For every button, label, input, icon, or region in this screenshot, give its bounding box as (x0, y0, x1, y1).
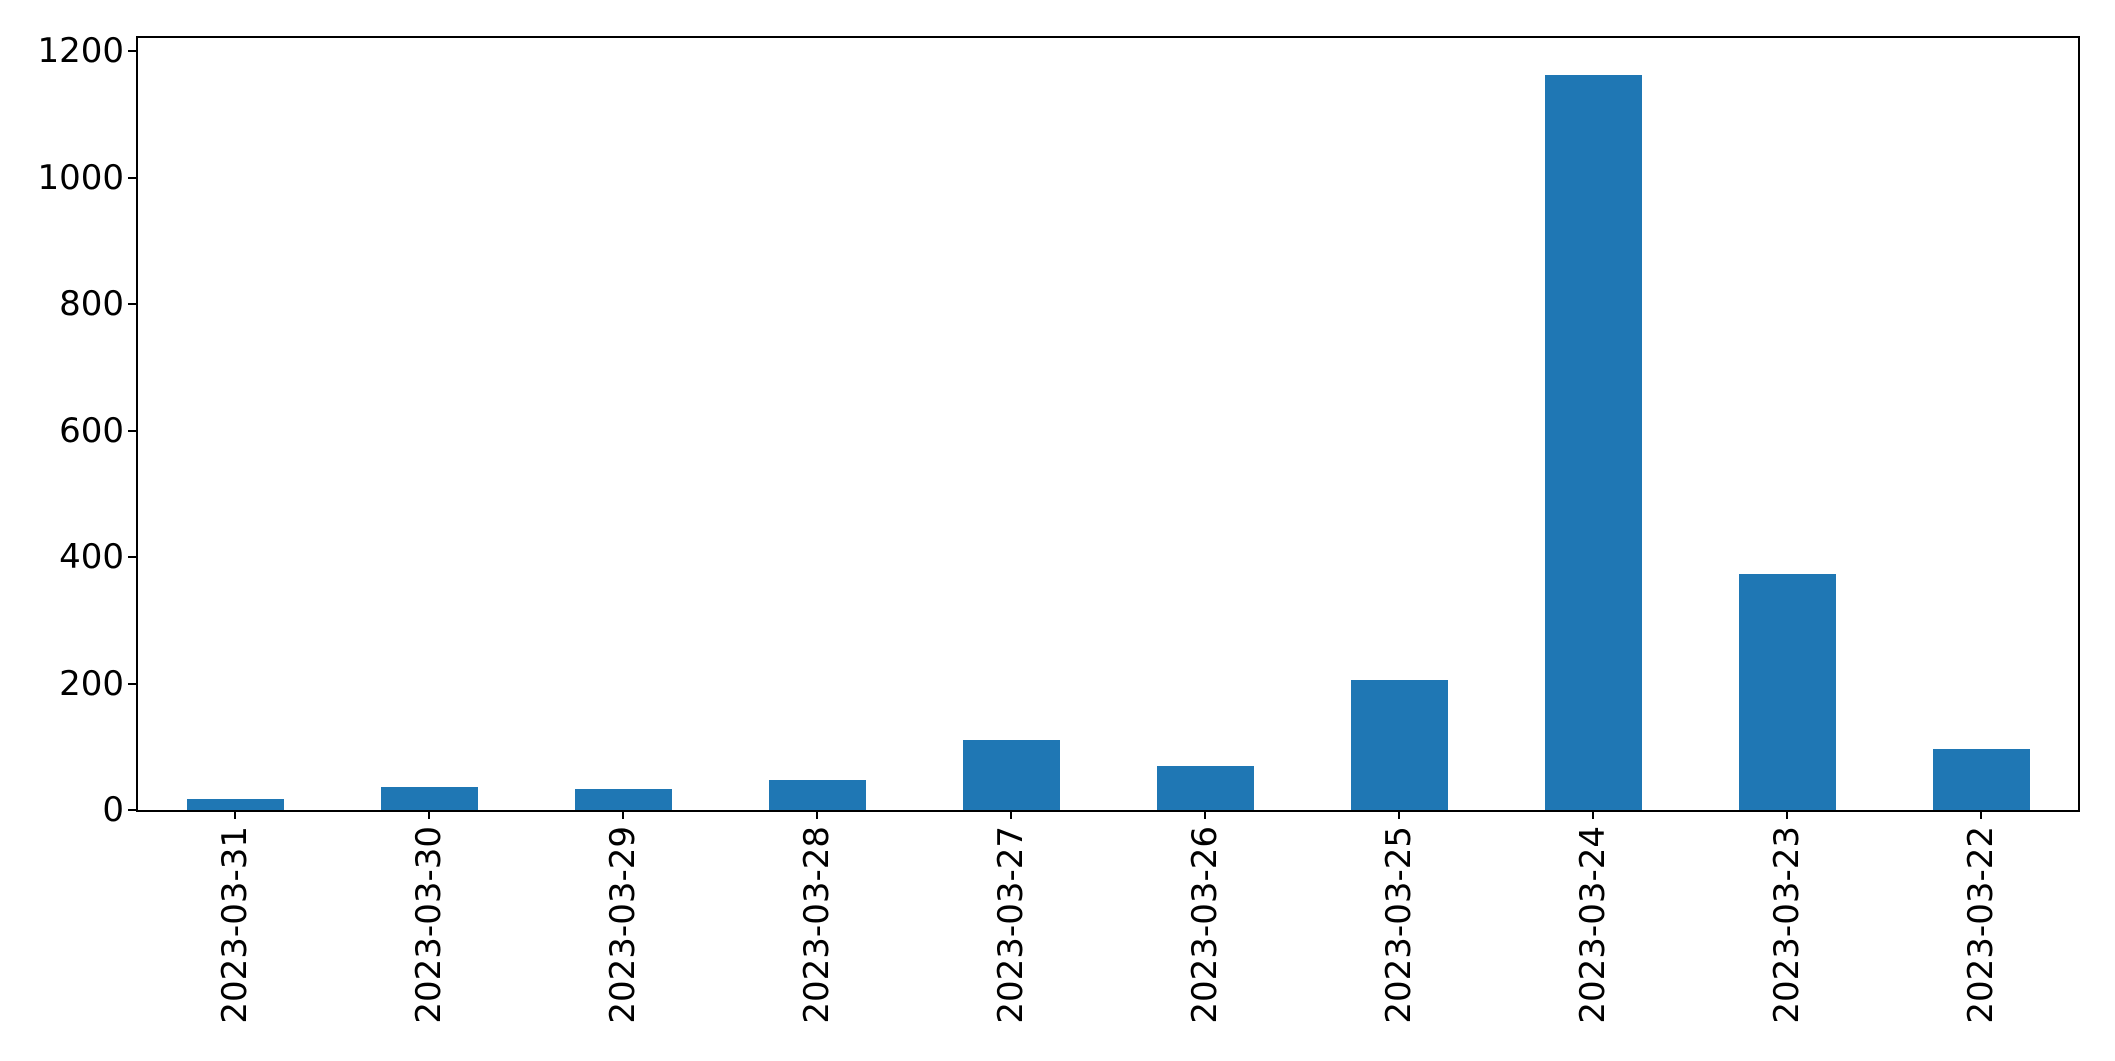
x-tick-label: 2023-03-30 (409, 826, 449, 1024)
x-tick-mark (234, 812, 236, 819)
y-tick-label: 1000 (37, 157, 124, 198)
y-tick-label: 1200 (37, 31, 124, 72)
x-tick-mark (428, 812, 430, 819)
x-tick-label: 2023-03-25 (1379, 826, 1419, 1024)
x-tick-mark (1980, 812, 1982, 819)
bar (1350, 680, 1448, 810)
x-tick-label: 2023-03-24 (1573, 826, 1613, 1024)
y-tick-mark (128, 50, 136, 53)
x-tick-mark (1786, 812, 1788, 819)
y-tick-mark (128, 303, 136, 306)
bar (1932, 749, 2030, 810)
y-tick-label: 0 (102, 790, 124, 830)
x-tick-label: 2023-03-31 (215, 826, 255, 1024)
x-tick-mark (1204, 812, 1206, 819)
bar (574, 788, 672, 810)
x-tick-label: 2023-03-22 (1961, 826, 2001, 1024)
bar (1544, 74, 1642, 810)
x-tick-label: 2023-03-23 (1767, 826, 1807, 1024)
bar (380, 786, 478, 810)
y-tick-mark (128, 176, 136, 179)
x-tick-mark (1398, 812, 1400, 819)
bar (768, 779, 866, 810)
x-tick-label: 2023-03-27 (991, 826, 1031, 1024)
y-tick-label: 400 (59, 537, 124, 578)
x-tick-mark (1592, 812, 1594, 819)
bar (962, 740, 1060, 810)
x-tick-label: 2023-03-26 (1185, 826, 1225, 1024)
bar (186, 799, 284, 810)
x-tick-label: 2023-03-28 (797, 826, 837, 1024)
y-tick-mark (128, 682, 136, 685)
x-tick-mark (1010, 812, 1012, 819)
x-tick-label: 2023-03-29 (603, 826, 643, 1024)
y-tick-mark (128, 429, 136, 432)
x-tick-mark (622, 812, 624, 819)
y-tick-label: 600 (59, 410, 124, 451)
y-tick-label: 200 (59, 663, 124, 704)
bar (1156, 765, 1254, 810)
bar (1738, 574, 1836, 810)
y-tick-mark (128, 556, 136, 559)
y-tick-mark (128, 809, 136, 811)
y-tick-label: 800 (59, 284, 124, 325)
x-tick-mark (816, 812, 818, 819)
